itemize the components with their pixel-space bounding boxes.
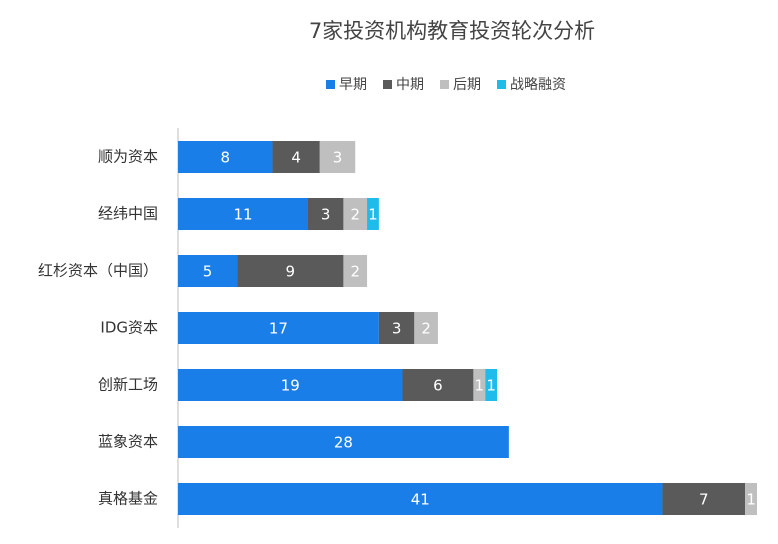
bar-segment: [745, 483, 757, 515]
bar-segment: [367, 198, 379, 230]
data-label: 1: [475, 377, 485, 395]
data-label: 3: [321, 206, 331, 224]
category-label: 顺为资本: [98, 148, 158, 166]
bar-segment: [402, 369, 474, 401]
bar-segment: [378, 312, 415, 344]
data-label: 4: [291, 149, 301, 167]
bar-segment: [319, 141, 356, 173]
legend-label: 战略融资: [510, 77, 566, 93]
legend-label: 后期: [453, 77, 481, 93]
bar-segment: [307, 198, 344, 230]
bar-segment: [237, 255, 344, 287]
data-label: 2: [350, 263, 360, 281]
bar-segment: [662, 483, 746, 515]
bar-segment: [473, 369, 486, 401]
data-label: 3: [392, 320, 402, 338]
data-label: 1: [746, 491, 756, 509]
legend-label: 早期: [339, 77, 367, 93]
bar-segment: [178, 255, 238, 287]
category-label: 经纬中国: [98, 205, 158, 223]
bar-segment: [343, 198, 368, 230]
data-label: 6: [433, 377, 443, 395]
data-label: 5: [203, 263, 213, 281]
data-label: 1: [486, 377, 496, 395]
data-label: 2: [350, 206, 360, 224]
category-label: 蓝象资本: [98, 433, 158, 451]
bar-segment: [178, 198, 308, 230]
bar-segment: [178, 312, 379, 344]
legend-swatch: [383, 80, 392, 89]
data-label: 9: [285, 263, 295, 281]
data-label: 11: [233, 206, 252, 224]
legend-swatch: [497, 80, 506, 89]
data-label: 19: [281, 377, 300, 395]
bar-segment: [178, 369, 403, 401]
data-label: 28: [334, 434, 353, 452]
legend-swatch: [440, 80, 449, 89]
category-label: 红杉资本（中国）: [38, 262, 158, 280]
bar-segment: [272, 141, 320, 173]
data-label: 1: [368, 206, 378, 224]
bar-segment: [178, 141, 273, 173]
data-label: 3: [333, 149, 343, 167]
bar-segment: [485, 369, 498, 401]
category-label: 创新工场: [98, 376, 158, 394]
data-label: 2: [421, 320, 431, 338]
bar-segment: [414, 312, 438, 344]
data-label: 41: [411, 491, 430, 509]
data-label: 17: [269, 320, 288, 338]
chart-title: 7家投资机构教育投资轮次分析: [309, 19, 595, 43]
bar-segment: [178, 426, 509, 458]
data-label: 8: [220, 149, 230, 167]
data-label: 7: [699, 491, 709, 509]
category-label: 真格基金: [98, 490, 158, 508]
legend-swatch: [326, 80, 335, 89]
bar-segment: [343, 255, 368, 287]
category-label: IDG资本: [100, 319, 158, 337]
bar-segment: [178, 483, 663, 515]
legend-label: 中期: [396, 77, 424, 93]
